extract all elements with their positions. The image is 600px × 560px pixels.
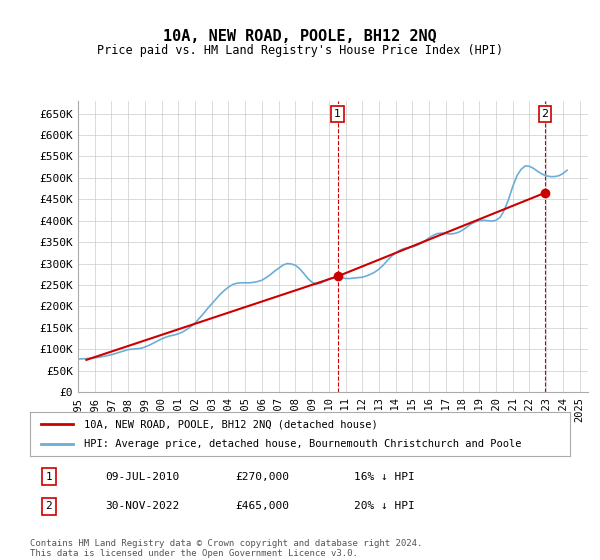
Text: £270,000: £270,000 — [235, 472, 289, 482]
Text: HPI: Average price, detached house, Bournemouth Christchurch and Poole: HPI: Average price, detached house, Bour… — [84, 439, 521, 449]
Text: 09-JUL-2010: 09-JUL-2010 — [106, 472, 180, 482]
Text: 16% ↓ HPI: 16% ↓ HPI — [354, 472, 415, 482]
Text: 1: 1 — [334, 109, 341, 119]
Text: 30-NOV-2022: 30-NOV-2022 — [106, 501, 180, 511]
Text: Contains HM Land Registry data © Crown copyright and database right 2024.
This d: Contains HM Land Registry data © Crown c… — [30, 539, 422, 558]
Text: Price paid vs. HM Land Registry's House Price Index (HPI): Price paid vs. HM Land Registry's House … — [97, 44, 503, 57]
Text: £465,000: £465,000 — [235, 501, 289, 511]
Text: 1: 1 — [46, 472, 52, 482]
Text: 10A, NEW ROAD, POOLE, BH12 2NQ: 10A, NEW ROAD, POOLE, BH12 2NQ — [163, 29, 437, 44]
Text: 20% ↓ HPI: 20% ↓ HPI — [354, 501, 415, 511]
Text: 10A, NEW ROAD, POOLE, BH12 2NQ (detached house): 10A, NEW ROAD, POOLE, BH12 2NQ (detached… — [84, 419, 378, 429]
Text: 2: 2 — [541, 109, 548, 119]
Text: 2: 2 — [46, 501, 52, 511]
